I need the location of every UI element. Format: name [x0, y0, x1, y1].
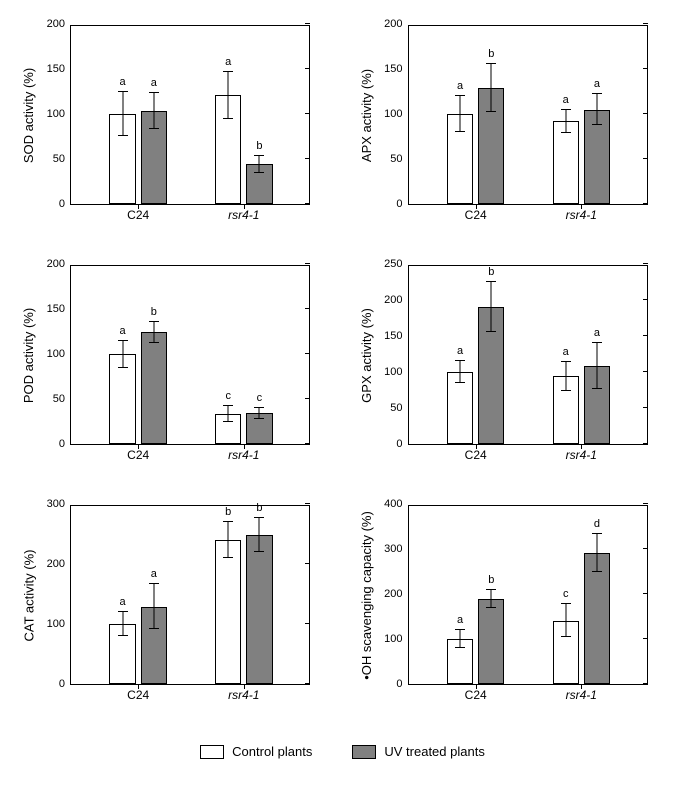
bar-cat-rsr4-1-control — [215, 540, 241, 684]
chart-grid: SOD activity (%)050100150200C24aarsr4-1a… — [20, 20, 665, 720]
plot-sod: 050100150200C24aarsr4-1ab — [70, 25, 310, 205]
legend-item-treated: UV treated plants — [352, 744, 484, 759]
ytick: 200 — [47, 18, 71, 30]
ytick: 50 — [53, 393, 71, 405]
legend-label-treated: UV treated plants — [384, 744, 484, 759]
ytick: 0 — [59, 678, 71, 690]
ytick: 100 — [384, 366, 408, 378]
legend-label-control: Control plants — [232, 744, 312, 759]
panel-pod: POD activity (%)050100150200C24abrsr4-1c… — [20, 260, 320, 480]
ytick: 100 — [384, 633, 408, 645]
sig-label: a — [151, 77, 157, 89]
ytick: 100 — [47, 348, 71, 360]
ylabel-cat: CAT activity (%) — [20, 505, 38, 685]
ytick: 300 — [384, 543, 408, 555]
ylabel-pod: POD activity (%) — [20, 265, 38, 445]
sig-label: a — [563, 346, 569, 358]
ytick: 150 — [47, 303, 71, 315]
legend: Control plants UV treated plants — [20, 744, 665, 759]
panel-gpx: GPX activity (%)050100150200250C24abrsr4… — [358, 260, 658, 480]
sig-label: c — [257, 392, 263, 404]
ytick: 0 — [396, 678, 408, 690]
ytick: 250 — [384, 258, 408, 270]
bar-cat-rsr4-1-treated — [246, 535, 272, 684]
ytick: 50 — [53, 153, 71, 165]
sig-label: b — [256, 502, 262, 514]
ytick: 150 — [47, 63, 71, 75]
panel-sod: SOD activity (%)050100150200C24aarsr4-1a… — [20, 20, 320, 240]
plot-pod: 050100150200C24abrsr4-1cc — [70, 265, 310, 445]
ytick: 0 — [59, 438, 71, 450]
ytick: 50 — [390, 402, 408, 414]
ytick: 200 — [47, 258, 71, 270]
ytick: 200 — [384, 294, 408, 306]
sig-label: c — [225, 390, 231, 402]
sig-label: a — [594, 327, 600, 339]
bar-oh-rsr4-1-treated — [584, 553, 610, 684]
ytick: 100 — [384, 108, 408, 120]
sig-label: a — [151, 568, 157, 580]
plot-oh: 0100200300400C24abrsr4-1cd — [408, 505, 648, 685]
sig-label: b — [256, 140, 262, 152]
sig-label: b — [488, 48, 494, 60]
bar-oh-C24-treated — [478, 599, 504, 684]
legend-swatch-treated — [352, 745, 376, 759]
bar-pod-C24-control — [109, 354, 135, 444]
ytick: 0 — [59, 198, 71, 210]
legend-swatch-control — [200, 745, 224, 759]
ytick: 400 — [384, 498, 408, 510]
ytick: 200 — [384, 588, 408, 600]
ylabel-gpx: GPX activity (%) — [358, 265, 376, 445]
ytick: 150 — [384, 330, 408, 342]
bar-apx-rsr4-1-control — [553, 121, 579, 204]
bar-pod-C24-treated — [141, 332, 167, 444]
sig-label: a — [457, 345, 463, 357]
legend-item-control: Control plants — [200, 744, 312, 759]
ytick: 100 — [47, 618, 71, 630]
ytick: 50 — [390, 153, 408, 165]
ytick: 0 — [396, 198, 408, 210]
sig-label: a — [225, 56, 231, 68]
sig-label: a — [120, 76, 126, 88]
sig-label: a — [120, 325, 126, 337]
ylabel-sod: SOD activity (%) — [20, 25, 38, 205]
sig-label: b — [488, 574, 494, 586]
plot-cat: 0100200300C24aarsr4-1bb — [70, 505, 310, 685]
panel-apx: APX activity (%)050100150200C24abrsr4-1a… — [358, 20, 658, 240]
plot-apx: 050100150200C24abrsr4-1aa — [408, 25, 648, 205]
sig-label: a — [457, 80, 463, 92]
panel-oh: •OH scavenging capacity (%) 0 100 200 300 400… — [358, 500, 658, 720]
ylabel-oh: •OH scavenging capacity (%) — [358, 505, 376, 685]
ytick: 200 — [384, 18, 408, 30]
sig-label: c — [563, 588, 569, 600]
sig-label: b — [225, 506, 231, 518]
ytick: 100 — [47, 108, 71, 120]
plot-gpx: 050100150200250C24abrsr4-1aa — [408, 265, 648, 445]
sig-label: a — [457, 614, 463, 626]
panel-cat: CAT activity (%)0100200300C24aarsr4-1bb — [20, 500, 320, 720]
ytick: 0 — [396, 438, 408, 450]
sig-label: a — [594, 78, 600, 90]
ylabel-apx: APX activity (%) — [358, 25, 376, 205]
sig-label: b — [488, 266, 494, 278]
ytick: 300 — [47, 498, 71, 510]
sig-label: a — [120, 596, 126, 608]
sig-label: d — [594, 518, 600, 530]
ytick: 150 — [384, 63, 408, 75]
ytick: 200 — [47, 558, 71, 570]
sig-label: b — [151, 306, 157, 318]
sig-label: a — [563, 94, 569, 106]
